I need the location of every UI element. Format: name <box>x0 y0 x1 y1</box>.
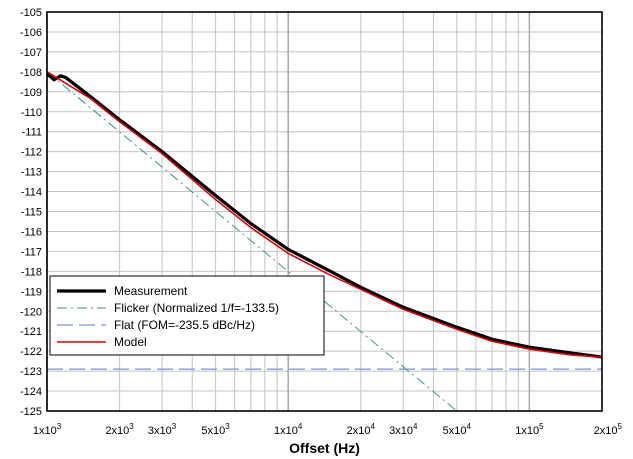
y-tick-label: -110 <box>21 107 42 119</box>
y-tick-label: -122 <box>20 346 42 358</box>
y-tick-label: -114 <box>21 187 42 199</box>
legend-label: Measurement <box>114 284 188 298</box>
y-tick-label: -117 <box>21 246 42 258</box>
y-tick-label: -113 <box>21 167 42 179</box>
y-tick-label: -124 <box>20 386 42 398</box>
x-tick-label: 1x104 <box>274 422 303 437</box>
legend-label: Flat (FOM=-235.5 dBc/Hz) <box>114 318 255 332</box>
x-tick-label: 2x105 <box>594 422 623 437</box>
series-line <box>45 72 603 359</box>
plot-frame <box>46 11 603 412</box>
x-tick-label: 3x104 <box>389 422 418 437</box>
y-tick-label: -112 <box>21 147 42 159</box>
series-line <box>46 71 603 358</box>
y-tick-label: -115 <box>21 207 42 219</box>
y-tick-label: -125 <box>20 406 42 418</box>
x-tick-label: 1x105 <box>515 422 544 437</box>
y-tick-label: -119 <box>21 286 42 298</box>
legend: Measurement Flicker (Normalized 1/f=-133.… <box>49 275 325 356</box>
x-tick-label: 1x103 <box>33 422 62 437</box>
x-tick-label: 3x103 <box>148 422 177 437</box>
y-tick-label: -105 <box>20 7 42 19</box>
y-tick-label: -108 <box>20 67 42 79</box>
x-tick-label: 5x103 <box>201 422 230 437</box>
y-tick-label: -109 <box>20 87 42 99</box>
legend-label: Model <box>114 335 147 349</box>
series-lines <box>45 71 603 412</box>
y-tick-label: -123 <box>20 366 42 378</box>
y-tick-label: -121 <box>20 326 42 338</box>
x-tick-label: 2x103 <box>105 422 134 437</box>
y-axis-ticks: -105 -106 -107 -108 -109 -110 -111 -112 -113 -114… <box>20 7 42 418</box>
y-tick-label: -116 <box>21 226 42 238</box>
x-axis-label: Offset (Hz) <box>289 440 360 456</box>
y-tick-label: -106 <box>20 27 42 39</box>
y-tick-label: -118 <box>21 266 42 278</box>
x-axis-ticks: 1x103 2x103 3x103 5x103 1x104 2x104 3x104 5x104… <box>33 422 623 437</box>
y-tick-label: -107 <box>20 47 42 59</box>
x-tick-label: 5x104 <box>443 422 472 437</box>
y-tick-label: -111 <box>22 127 42 139</box>
x-tick-label: 2x104 <box>347 422 376 437</box>
series-line <box>46 71 458 412</box>
legend-label: Flicker (Normalized 1/f=-133.5) <box>114 301 279 315</box>
y-tick-label: -120 <box>20 306 42 318</box>
